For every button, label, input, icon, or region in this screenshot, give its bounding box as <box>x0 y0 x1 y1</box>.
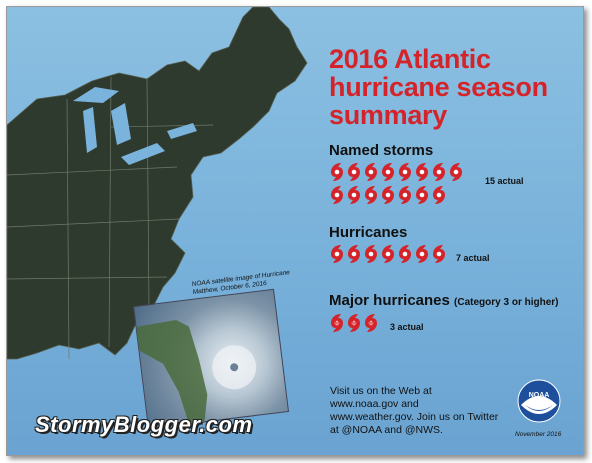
named-storms-label: Named storms <box>329 142 434 159</box>
hurricane-icon <box>433 186 445 204</box>
hurricane-icon <box>348 163 360 181</box>
hurricane-icon <box>348 245 360 263</box>
major-hurricane-icon: M <box>348 314 360 332</box>
hurricane-icon <box>348 186 360 204</box>
title-line-2: hurricane season <box>329 72 548 102</box>
named-storms-icons-row-1 <box>329 162 464 184</box>
hurricane-icon <box>331 245 343 263</box>
eastern-us-map <box>7 7 308 360</box>
hurricane-icon <box>399 163 411 181</box>
hurricane-icon <box>416 245 428 263</box>
title-line-1: 2016 Atlantic <box>329 44 491 74</box>
named-storms-count: 15 actual <box>485 176 524 186</box>
hurricane-icon <box>433 163 445 181</box>
hurricane-icon <box>365 245 377 263</box>
major-hurricanes-title: Major hurricanes <box>329 292 450 309</box>
hurricane-icon <box>331 186 343 204</box>
named-storms-icons-row-2 <box>329 185 447 207</box>
hurricane-icon <box>433 245 445 263</box>
major-hurricanes-label: Major hurricanes (Category 3 or higher) <box>329 292 559 309</box>
florida-outline <box>136 319 257 424</box>
major-hurricane-icon: M <box>331 314 343 332</box>
infographic: NOAA satellite image of Hurricane Matthe… <box>6 6 584 456</box>
hurricanes-label: Hurricanes <box>329 224 408 241</box>
major-hurricanes-count: 3 actual <box>390 322 424 332</box>
visit-text: Visit us on the Web at www.noaa.gov and … <box>330 385 499 436</box>
hurricane-icon <box>382 163 394 181</box>
title-line-3: summary <box>329 100 447 130</box>
hurricane-icon <box>416 163 428 181</box>
hurricane-icon <box>365 163 377 181</box>
svg-text:M: M <box>352 321 357 327</box>
hurricane-icon <box>450 163 462 181</box>
satellite-image <box>132 288 290 430</box>
hurricane-icon <box>382 245 394 263</box>
noaa-logo-icon: NOAA <box>517 379 561 423</box>
hurricane-icon <box>365 186 377 204</box>
hurricanes-count: 7 actual <box>456 253 490 263</box>
major-hurricane-icon: M <box>365 314 377 332</box>
svg-text:M: M <box>335 321 340 327</box>
hurricane-icon <box>399 186 411 204</box>
hurricane-icon <box>416 186 428 204</box>
noaa-logo-text: NOAA <box>529 392 550 399</box>
hurricane-icon <box>331 163 343 181</box>
hurricane-icon <box>399 245 411 263</box>
svg-text:M: M <box>369 321 374 327</box>
hurricane-icon <box>382 186 394 204</box>
watermark: StormyBlogger.com <box>35 412 253 437</box>
date-label: November 2016 <box>515 431 562 438</box>
major-hurricanes-sublabel: (Category 3 or higher) <box>454 297 559 308</box>
hurricanes-icons-row <box>329 244 447 266</box>
